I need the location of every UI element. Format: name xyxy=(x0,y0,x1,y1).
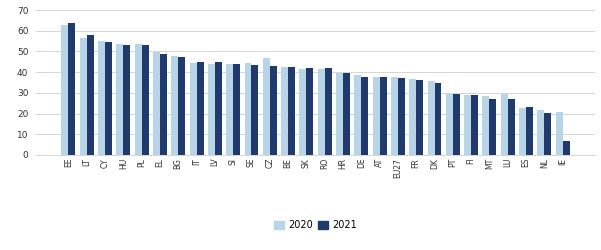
Bar xyxy=(373,77,380,155)
Bar xyxy=(178,56,185,155)
Bar xyxy=(208,64,215,155)
Bar xyxy=(545,112,551,155)
Bar xyxy=(189,63,197,155)
Bar xyxy=(117,44,123,155)
Bar xyxy=(197,62,204,155)
Bar xyxy=(398,78,405,155)
Bar xyxy=(489,99,496,155)
Bar xyxy=(270,66,276,155)
Bar xyxy=(87,35,94,155)
Bar xyxy=(343,73,350,155)
Bar xyxy=(519,108,526,155)
Bar xyxy=(325,68,332,155)
Bar xyxy=(526,107,533,155)
Legend: 2020, 2021: 2020, 2021 xyxy=(270,216,361,234)
Bar xyxy=(501,94,508,155)
Bar xyxy=(80,38,87,155)
Bar xyxy=(446,94,453,155)
Bar xyxy=(336,73,343,155)
Bar xyxy=(361,77,368,155)
Bar xyxy=(251,65,258,155)
Bar xyxy=(453,94,460,155)
Bar xyxy=(307,68,313,155)
Bar xyxy=(142,45,148,155)
Bar xyxy=(471,95,478,155)
Bar xyxy=(556,112,563,155)
Bar xyxy=(123,45,130,155)
Bar xyxy=(380,77,386,155)
Bar xyxy=(226,64,233,155)
Bar xyxy=(508,99,514,155)
Bar xyxy=(215,62,222,155)
Bar xyxy=(464,95,471,155)
Bar xyxy=(299,69,307,155)
Bar xyxy=(537,110,545,155)
Bar xyxy=(69,24,75,155)
Bar xyxy=(263,58,270,155)
Bar xyxy=(245,63,251,155)
Bar xyxy=(563,140,570,155)
Bar xyxy=(135,44,142,155)
Bar xyxy=(355,75,361,155)
Bar xyxy=(483,96,489,155)
Bar xyxy=(409,80,416,155)
Bar xyxy=(318,69,325,155)
Bar xyxy=(416,80,423,155)
Bar xyxy=(160,54,167,155)
Bar xyxy=(153,52,160,155)
Bar xyxy=(233,64,240,155)
Bar xyxy=(288,67,295,155)
Bar xyxy=(171,56,178,155)
Bar xyxy=(105,42,112,155)
Bar xyxy=(281,67,288,155)
Bar xyxy=(61,24,69,155)
Bar xyxy=(391,77,398,155)
Bar xyxy=(427,82,435,155)
Bar xyxy=(435,82,442,155)
Bar xyxy=(98,41,105,155)
